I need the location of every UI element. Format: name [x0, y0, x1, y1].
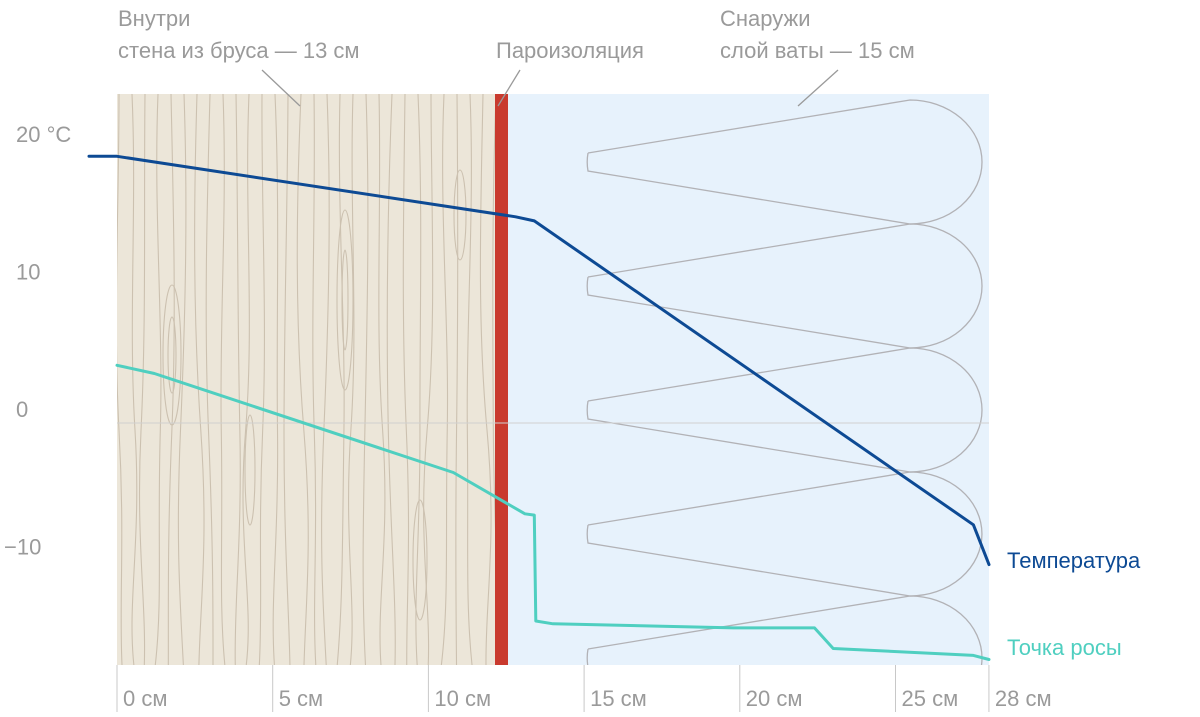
outside-subtitle: слой ваты — 15 см: [720, 38, 915, 63]
wood-knot: [336, 209, 354, 391]
series-line-dew-point: [115, 363, 991, 661]
y-tick-label: 0: [16, 397, 28, 422]
series-label-dew-point: Точка росы: [1007, 635, 1122, 660]
series-line-temperature: [87, 154, 991, 567]
wood-grain-line: [220, 94, 226, 665]
wool-batting-loop: [586, 595, 983, 665]
wood-knot: [412, 499, 428, 621]
wood-knot: [341, 249, 349, 351]
y-tick-label: 10: [16, 260, 40, 285]
y-axis: 20 °C 10 0 −10: [4, 122, 71, 560]
barrier-leader-line: [497, 69, 521, 107]
inside-leader-line: [261, 69, 301, 107]
wood-grain-line: [386, 94, 396, 665]
wood-grain-line: [272, 94, 279, 665]
wood-grain-line: [167, 94, 175, 665]
outside-title: Снаружи: [720, 6, 811, 31]
wood-knot: [453, 169, 467, 261]
vapor-barrier-strip: [495, 94, 508, 665]
wood-grain-line: [402, 94, 410, 665]
wood-grain-line: [234, 94, 241, 665]
wood-grain-line: [154, 94, 162, 665]
inside-subtitle: стена из бруса — 13 см: [118, 38, 360, 63]
series-label-temperature: Температура: [1007, 548, 1141, 573]
wood-grain-line: [312, 94, 317, 665]
inside-title: Внутри: [118, 6, 190, 31]
y-tick-label: 20 °C: [16, 122, 71, 147]
x-tick-label: 15 см: [590, 686, 647, 711]
x-tick-label: 5 см: [279, 686, 323, 711]
x-tick-label: 25 см: [902, 686, 959, 711]
wool-insulation-region: [507, 94, 989, 665]
x-axis: 0 см 5 см 10 см 15 см 20 см 25 см 28 см: [116, 665, 1052, 712]
x-tick-label: 10 см: [434, 686, 491, 711]
x-tick-label: 20 см: [746, 686, 803, 711]
wood-grain-line: [336, 94, 345, 665]
wood-grain-line: [177, 94, 187, 665]
wood-grain-line: [205, 94, 214, 665]
wood-grain-line: [138, 94, 146, 665]
wood-knot: [167, 316, 177, 394]
wood-grain-line: [258, 94, 265, 665]
x-tick-label: 0 см: [123, 686, 167, 711]
wood-grain-line: [194, 94, 205, 665]
wood-grain-texture: [117, 94, 498, 665]
y-tick-label: −10: [4, 535, 41, 560]
wood-grain-line: [423, 94, 434, 665]
wood-grain-line: [321, 94, 330, 665]
wood-knot: [162, 284, 182, 426]
wood-grain-line: [466, 94, 473, 665]
wood-grain-line: [378, 94, 386, 665]
vapor-barrier-label: Пароизоляция: [496, 38, 644, 63]
wood-knot: [244, 414, 256, 526]
wood-grain-line: [296, 94, 309, 665]
wood-grain-line: [117, 94, 123, 665]
wood-grain-line: [455, 94, 459, 665]
wood-grain-line: [440, 94, 449, 665]
wood-grain-line: [415, 94, 422, 665]
outside-leader-line: [797, 69, 839, 107]
wood-grain-line: [479, 94, 492, 665]
wood-grain-line: [283, 94, 291, 665]
x-tick-label: 28 см: [995, 686, 1052, 711]
series-layer: Температура Точка росы: [87, 154, 1141, 661]
wood-grain-line: [242, 94, 250, 665]
wood-grain-line: [131, 94, 138, 665]
wool-batting-pattern: [586, 99, 983, 665]
